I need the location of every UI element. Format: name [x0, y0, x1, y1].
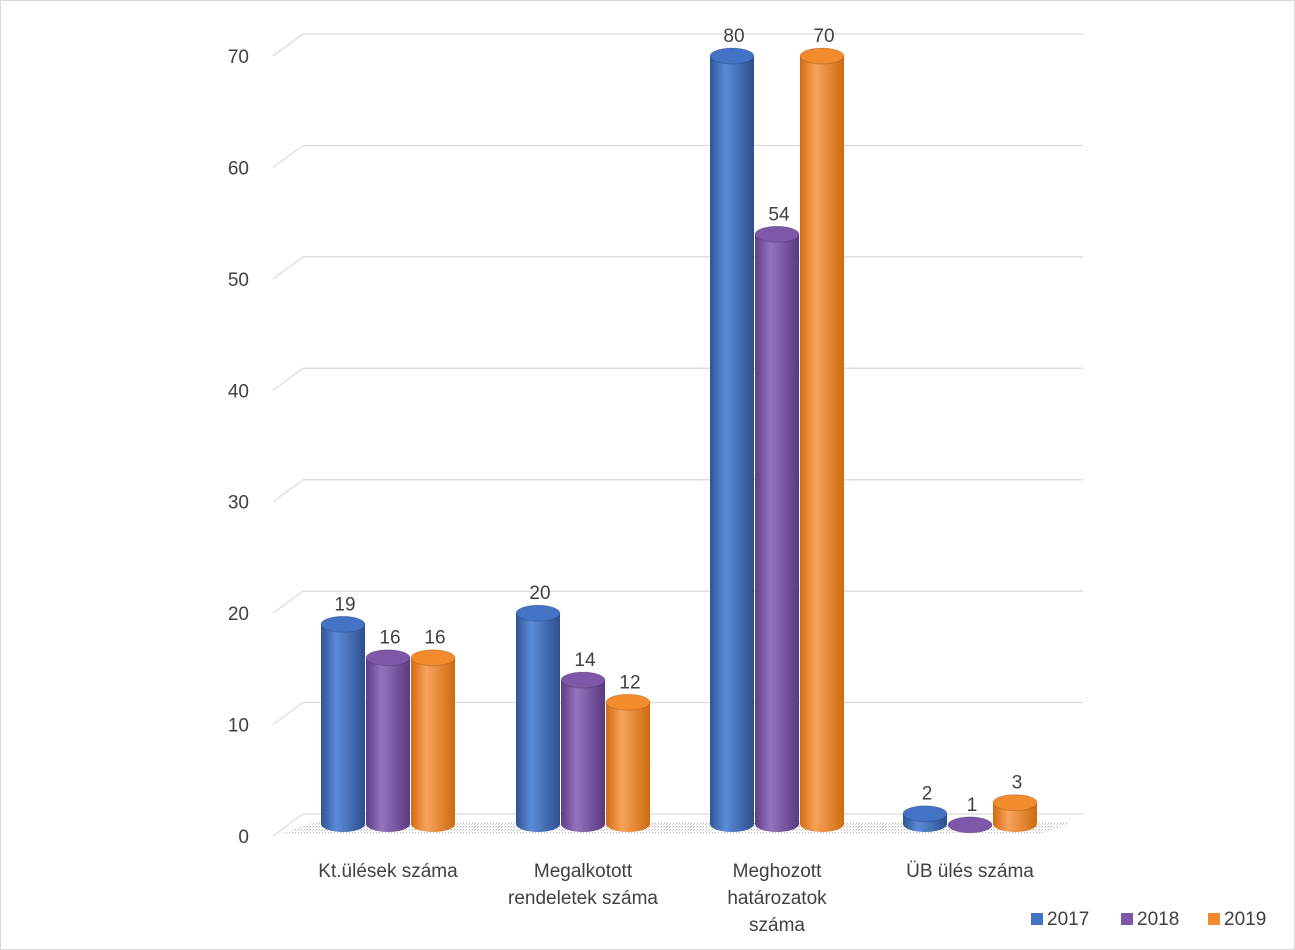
- y-tick-label: 60: [228, 158, 249, 179]
- bar-2019[interactable]: [605, 693, 651, 832]
- legend-item-2019[interactable]: 2019: [1208, 909, 1266, 930]
- legend-label: 2017: [1047, 909, 1089, 930]
- bar-top: [754, 225, 800, 243]
- data-label: 19: [334, 594, 355, 615]
- legend-label: 2018: [1137, 909, 1179, 930]
- bar-top: [947, 816, 993, 834]
- x-category-label: ÜB ülés száma: [906, 861, 1034, 882]
- bar-top: [560, 671, 606, 689]
- legend-item-2017[interactable]: 2017: [1031, 909, 1089, 930]
- y-tick-label: 70: [228, 47, 249, 68]
- x-category-label-line: Kt.ülések száma: [318, 861, 458, 882]
- gridline-depth: [272, 256, 304, 280]
- x-category-label-line: rendeletek száma: [508, 888, 658, 909]
- bar-body: [800, 56, 844, 832]
- bar-2019[interactable]: [992, 794, 1038, 832]
- bar-body: [710, 56, 754, 832]
- bar-body: [516, 613, 560, 832]
- data-label: 12: [619, 672, 640, 693]
- bar-2017[interactable]: [320, 615, 366, 832]
- data-label: 16: [379, 628, 400, 649]
- gridline-depth: [272, 702, 304, 726]
- gridline-depth: [272, 813, 304, 837]
- bar-top: [410, 649, 456, 667]
- gridline-depth: [272, 33, 304, 57]
- bar-2017[interactable]: [515, 604, 561, 832]
- legend-item-2018[interactable]: 2018: [1121, 909, 1179, 930]
- bar-top: [320, 615, 366, 633]
- legend-swatch: [1121, 913, 1133, 925]
- data-label: 70: [813, 26, 834, 47]
- bar-top: [992, 794, 1038, 812]
- bar-2018[interactable]: [560, 671, 606, 832]
- bar-body: [993, 802, 1037, 832]
- gridline-depth: [272, 479, 304, 503]
- data-label: 16: [424, 628, 445, 649]
- bar-body: [321, 624, 365, 832]
- bar-2018[interactable]: [365, 649, 411, 832]
- data-label: 1: [967, 795, 978, 816]
- data-label: 14: [574, 650, 596, 671]
- x-category-label: Meghozott határozatok száma: [727, 861, 827, 936]
- x-category-label: Megalkotott rendeletek száma: [508, 861, 658, 909]
- x-category-label: Kt.ülések száma: [318, 861, 458, 882]
- x-category-label-line: száma: [749, 915, 805, 936]
- bar-top: [515, 604, 561, 622]
- bar-2017[interactable]: [902, 805, 948, 832]
- gridline-depth: [272, 590, 304, 614]
- bar-body: [561, 680, 605, 832]
- bar-2018[interactable]: [754, 225, 800, 833]
- x-category-label-line: Meghozott: [733, 861, 822, 882]
- bar-2019[interactable]: [799, 47, 845, 832]
- x-category-label-line: Megalkotott: [534, 861, 633, 882]
- bar-2018[interactable]: [947, 816, 993, 834]
- bar-body: [606, 702, 650, 832]
- legend-swatch: [1031, 913, 1043, 925]
- bar-top: [799, 47, 845, 65]
- data-label: 20: [529, 583, 550, 604]
- bar-top: [902, 805, 948, 823]
- data-label: 3: [1012, 773, 1023, 794]
- bar-body: [366, 657, 410, 832]
- gridline-depth: [272, 144, 304, 168]
- y-tick-label: 30: [228, 493, 249, 514]
- data-label: 2: [922, 784, 933, 805]
- y-tick-label: 10: [228, 716, 249, 737]
- chart-floor: [283, 822, 1073, 833]
- bar-top: [605, 693, 651, 711]
- gridline-depth: [272, 367, 304, 391]
- legend-label: 2019: [1224, 909, 1266, 930]
- y-tick-label: 0: [238, 827, 249, 848]
- bar-2017[interactable]: [709, 47, 755, 832]
- bar-body: [755, 234, 799, 833]
- y-tick-label: 20: [228, 604, 249, 625]
- legend-swatch: [1208, 913, 1220, 925]
- bar-body: [411, 657, 455, 832]
- x-category-label-line: ÜB ülés száma: [906, 861, 1034, 882]
- bar-top: [709, 47, 755, 65]
- x-category-label-line: határozatok: [727, 888, 827, 909]
- data-label: 54: [768, 204, 790, 225]
- y-tick-label: 40: [228, 381, 249, 402]
- bar-2019[interactable]: [410, 649, 456, 832]
- data-label: 80: [723, 26, 744, 47]
- y-tick-label: 50: [228, 270, 249, 291]
- bar-top: [365, 649, 411, 667]
